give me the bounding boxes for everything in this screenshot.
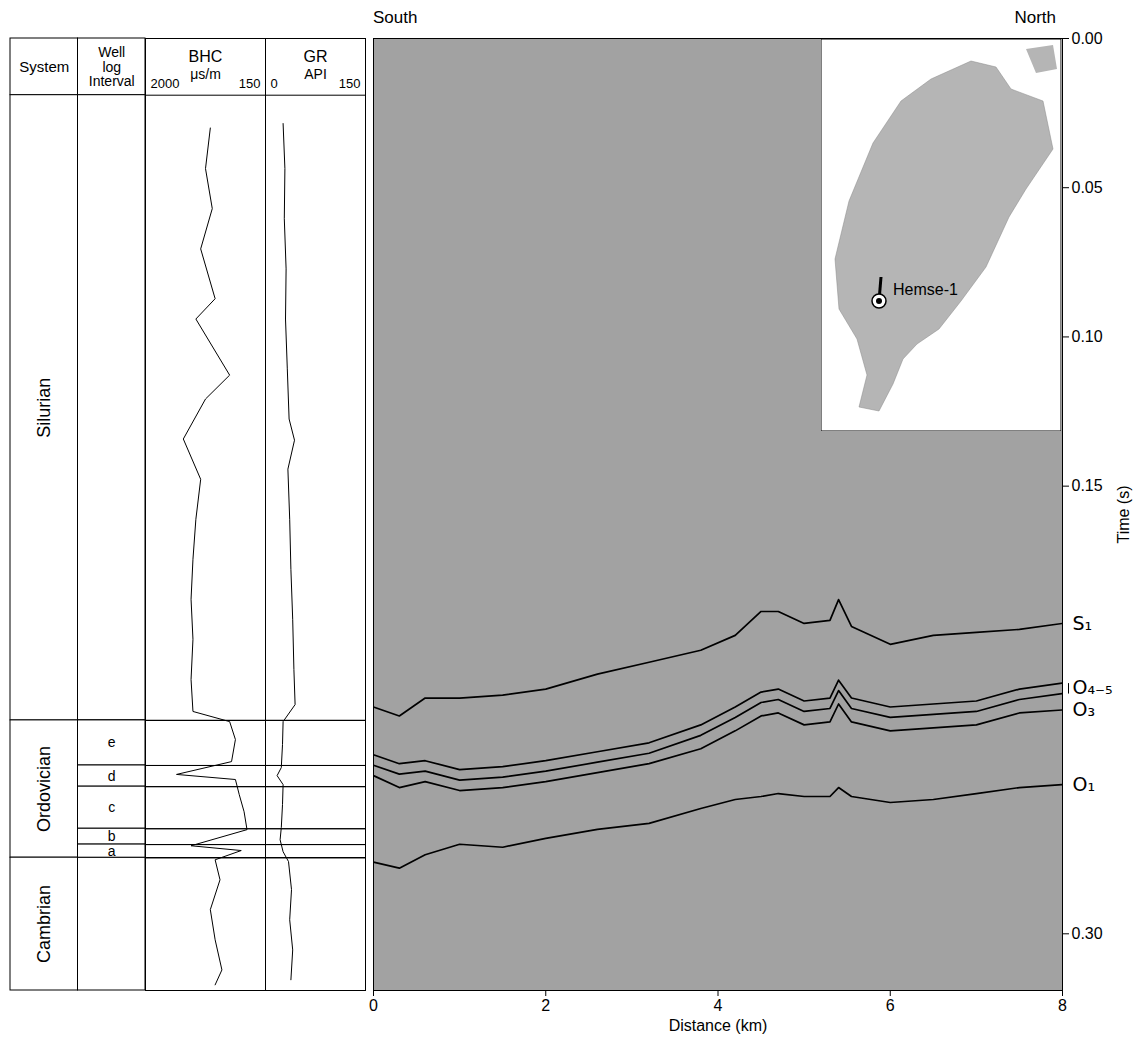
svg-text:0.10: 0.10 xyxy=(1072,328,1103,345)
svg-text:150: 150 xyxy=(239,76,261,91)
svg-text:0.05: 0.05 xyxy=(1072,179,1103,196)
svg-text:0: 0 xyxy=(271,76,278,91)
svg-text:4: 4 xyxy=(714,997,723,1014)
svg-text:a: a xyxy=(108,843,116,859)
svg-text:System: System xyxy=(19,58,69,75)
svg-text:Cambrian: Cambrian xyxy=(34,885,54,963)
svg-text:O₃: O₃ xyxy=(1073,698,1096,720)
svg-text:BHC: BHC xyxy=(189,48,223,65)
svg-text:0.15: 0.15 xyxy=(1072,477,1103,494)
svg-text:0.00: 0.00 xyxy=(1072,30,1103,47)
svg-text:μs/m: μs/m xyxy=(190,66,221,82)
svg-text:WelllogInterval: WelllogInterval xyxy=(89,44,135,89)
html-text:South: South xyxy=(373,8,418,27)
svg-text:6: 6 xyxy=(886,997,895,1014)
svg-text:Time (s): Time (s) xyxy=(1115,485,1132,543)
svg-text:2000: 2000 xyxy=(151,76,180,91)
svg-text:O₁: O₁ xyxy=(1073,773,1096,795)
svg-text:e: e xyxy=(108,734,116,750)
svg-text:GR: GR xyxy=(304,48,328,65)
svg-text:Hemse-1: Hemse-1 xyxy=(893,281,958,298)
svg-text:8: 8 xyxy=(1058,997,1067,1014)
svg-text:Ordovician: Ordovician xyxy=(34,746,54,832)
html-text:North: North xyxy=(1014,8,1056,27)
svg-text:0.30: 0.30 xyxy=(1072,925,1103,942)
svg-text:d: d xyxy=(108,768,116,784)
svg-text:Distance (km): Distance (km) xyxy=(669,1017,768,1034)
svg-text:Silurian: Silurian xyxy=(34,378,54,438)
svg-text:2: 2 xyxy=(541,997,550,1014)
svg-text:b: b xyxy=(107,828,116,845)
svg-text:0: 0 xyxy=(369,997,378,1014)
svg-text:S₁: S₁ xyxy=(1073,612,1093,634)
svg-text:150: 150 xyxy=(339,76,361,91)
svg-text:API: API xyxy=(304,66,327,82)
svg-text:O₄₋₅: O₄₋₅ xyxy=(1073,676,1113,698)
svg-text:c: c xyxy=(108,799,115,815)
